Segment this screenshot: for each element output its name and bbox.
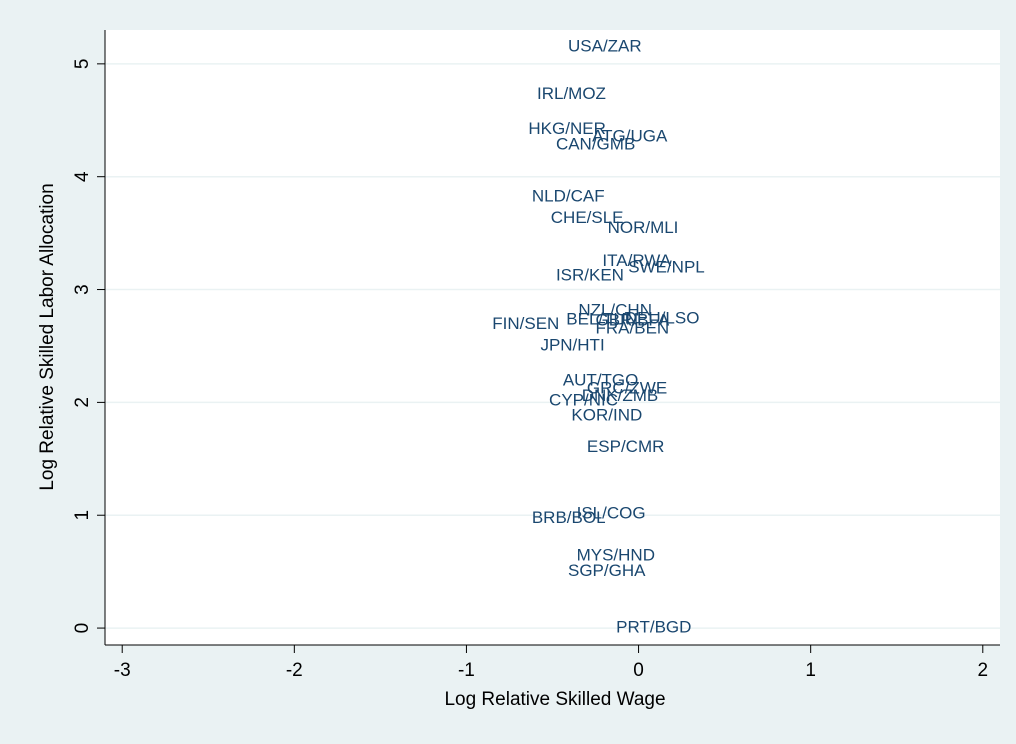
point-label: SGP/GHA (568, 561, 646, 580)
point-label: CAN/GMB (556, 135, 635, 154)
point-label: NLD/CAF (532, 186, 605, 205)
x-axis-title: Log Relative Skilled Wage (444, 689, 665, 710)
y-axis-title: Log Relative Skilled Labor Allocation (37, 183, 58, 490)
y-tick-label: 1 (72, 510, 93, 521)
point-label: ISR/KEN (556, 265, 624, 284)
x-tick-label: -1 (458, 660, 475, 681)
point-label: KOR/IND (571, 405, 642, 424)
point-label: ITA/RWA (602, 251, 671, 270)
point-label: JPN/HTI (540, 335, 604, 354)
point-label: NZL/CHN (578, 300, 652, 319)
y-tick-label: 3 (72, 284, 93, 295)
x-tick-label: 0 (633, 660, 644, 681)
point-label: ISL/COG (577, 504, 646, 523)
point-label: AUT/TGO (563, 370, 639, 389)
y-tick-label: 2 (72, 397, 93, 408)
y-tick-label: 5 (72, 59, 93, 70)
point-label: CHE/SLE (551, 208, 624, 227)
x-tick-label: 2 (977, 660, 988, 681)
y-tick-label: 4 (72, 171, 93, 182)
point-label: GBR/BFA (596, 311, 670, 330)
x-tick-label: -3 (114, 660, 131, 681)
x-tick-label: -2 (286, 660, 303, 681)
point-label: ATG/UGA (592, 127, 668, 146)
point-label: IRL/MOZ (537, 84, 606, 103)
x-tick-label: 1 (805, 660, 816, 681)
point-label: NOR/MLI (608, 218, 679, 237)
point-label: DEU/LSO (625, 308, 700, 327)
point-label: FIN/SEN (492, 314, 559, 333)
plot-area (105, 30, 1000, 645)
point-label: SWE/NPL (628, 258, 705, 277)
point-label: MYS/HND (577, 545, 655, 564)
point-label: USA/ZAR (568, 36, 642, 55)
point-label: BRB/BOL (532, 508, 606, 527)
point-label: PRT/BGD (616, 618, 691, 637)
point-label: HKG/NER (528, 119, 605, 138)
point-label: DNK/ZMB (582, 386, 659, 405)
point-label: ESP/CMR (587, 437, 664, 456)
point-label: FRA/BEN (596, 319, 670, 338)
y-tick-label: 0 (72, 623, 93, 634)
point-label: GRC/ZWE (587, 378, 667, 397)
point-label: CYP/NIC (549, 391, 618, 410)
point-label: BEL/TUN (566, 309, 638, 328)
